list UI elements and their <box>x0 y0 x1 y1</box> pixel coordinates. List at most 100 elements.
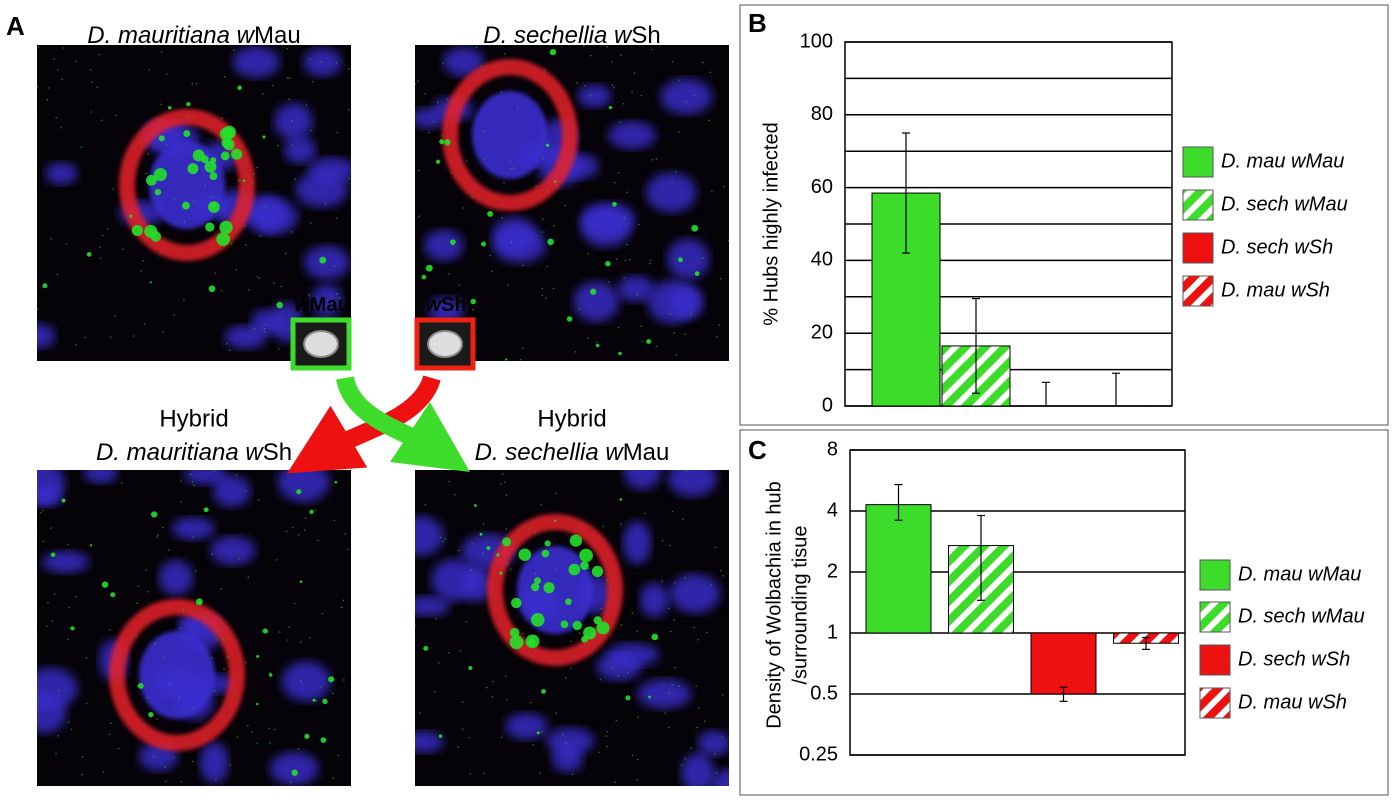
bacteria-dot <box>150 231 162 242</box>
speckle <box>619 121 622 124</box>
speckle <box>293 602 296 605</box>
speckle <box>631 90 633 93</box>
speckle <box>258 277 261 280</box>
speckle <box>541 231 543 233</box>
bacteria-dot <box>201 155 209 164</box>
speckle <box>623 217 626 219</box>
speckle <box>620 54 622 56</box>
speckle <box>458 284 461 287</box>
speckle <box>418 215 420 218</box>
speckle <box>280 285 282 288</box>
speckle <box>664 712 667 714</box>
nucleus <box>199 741 229 784</box>
speckle <box>418 712 421 714</box>
speckle <box>507 284 509 286</box>
y-axis-label: % Hubs highly infected <box>760 122 782 325</box>
speckle <box>596 341 598 343</box>
speckle <box>147 153 150 155</box>
speckle <box>336 62 338 64</box>
image-title: D. mauritiana wSh <box>96 439 292 466</box>
speckle <box>251 181 254 183</box>
nucleus <box>224 325 267 350</box>
speckle <box>55 116 58 119</box>
speckle <box>117 747 120 750</box>
speckle <box>522 642 525 644</box>
bacteria-dot <box>541 689 546 694</box>
nucleus <box>232 46 280 78</box>
speckle <box>288 77 291 79</box>
bacteria-dot <box>167 105 172 110</box>
bacteria-dot <box>450 239 456 246</box>
speckle <box>42 509 44 512</box>
speckle <box>213 470 216 472</box>
speckle <box>256 742 258 744</box>
speckle <box>192 707 195 710</box>
speckle <box>499 482 502 485</box>
speckle <box>606 579 609 582</box>
nucleus <box>669 285 704 319</box>
nucleus <box>637 679 692 709</box>
speckle <box>160 175 163 178</box>
speckle <box>483 241 485 243</box>
bacteria-dot <box>596 621 610 635</box>
bacteria-dot <box>101 581 109 588</box>
nucleus <box>308 157 351 184</box>
bacteria-dot <box>205 222 215 232</box>
speckle <box>505 494 508 496</box>
speckle <box>99 246 101 249</box>
speckle <box>226 343 228 345</box>
legend-swatch <box>1182 189 1214 221</box>
bacteria-dot <box>262 628 268 634</box>
bacteria-dot <box>612 201 617 207</box>
speckle <box>62 47 65 49</box>
speckle <box>81 755 84 758</box>
bacteria-dot <box>583 626 597 640</box>
speckle <box>341 606 343 608</box>
speckle <box>230 243 233 245</box>
speckle <box>53 593 56 595</box>
speckle <box>693 626 696 629</box>
legend-label: D. sech wMau <box>1221 193 1348 215</box>
speckle <box>470 569 473 572</box>
nucleus <box>697 730 729 756</box>
micrograph <box>415 45 729 361</box>
bacteria-dot <box>309 509 314 514</box>
nucleus <box>623 521 652 565</box>
speckle <box>265 323 267 326</box>
legend-label: D. mau wMau <box>1221 150 1344 172</box>
speckle <box>576 81 578 84</box>
nucleus <box>581 208 631 248</box>
bacteria-dot <box>543 582 555 594</box>
hub-ring <box>442 59 578 211</box>
speckle <box>661 539 664 542</box>
speckle <box>308 637 311 639</box>
speckle <box>110 722 112 725</box>
speckle <box>554 569 557 571</box>
speckle <box>439 536 442 539</box>
speckle <box>702 61 704 64</box>
hub-ring <box>487 514 623 666</box>
y-tick-label: 4 <box>827 499 838 521</box>
y-axis-label: Density of Wolbachia in hub <box>763 481 785 729</box>
bacteria-dot <box>208 285 216 293</box>
speckle <box>37 85 39 88</box>
speckle <box>637 716 639 718</box>
speckle <box>714 752 716 755</box>
speckle <box>641 340 643 343</box>
nucleus <box>310 283 343 317</box>
nucleus <box>277 470 330 503</box>
bacteria-dot <box>590 288 597 295</box>
speckle <box>262 93 264 95</box>
speckle <box>273 282 275 285</box>
panel-letter: B <box>748 8 767 38</box>
speckle <box>191 82 194 85</box>
speckle <box>57 735 60 737</box>
bacteria-dot <box>223 138 235 151</box>
speckle <box>555 492 557 495</box>
speckle <box>160 103 162 106</box>
inset-cell <box>427 330 463 358</box>
y-tick-label: 40 <box>811 249 833 271</box>
speckle <box>320 60 323 63</box>
bacteria-dot <box>195 598 203 606</box>
speckle <box>606 46 608 48</box>
